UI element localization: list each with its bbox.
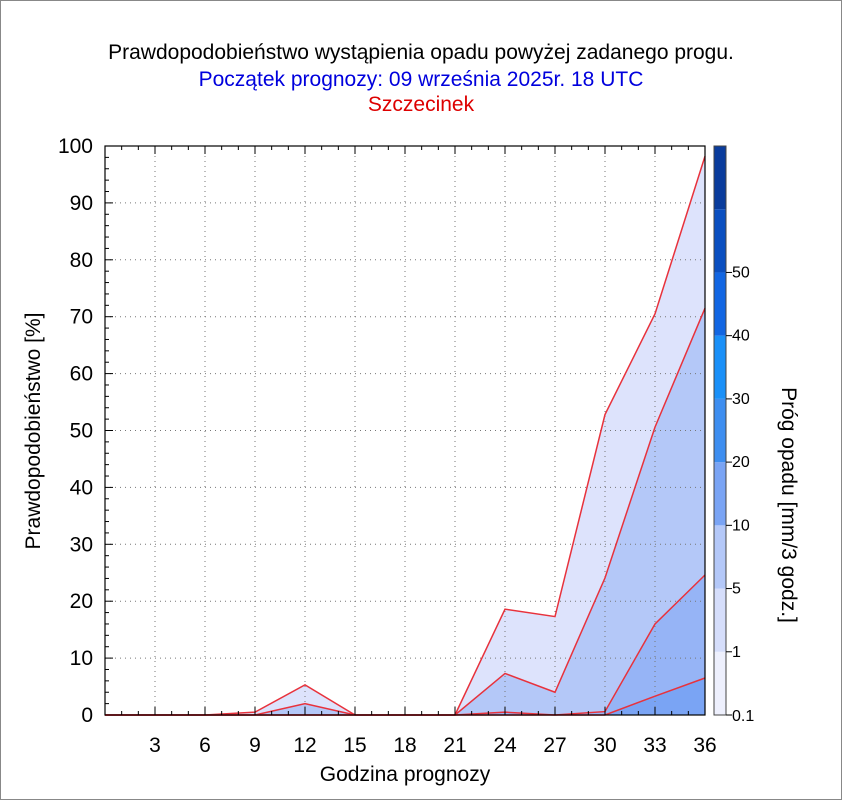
y-tick-label: 100	[58, 135, 93, 158]
x-tick-label: 9	[249, 734, 261, 757]
colorbar-segment	[714, 462, 726, 526]
colorbar-segment	[714, 146, 726, 210]
y-tick-label: 50	[70, 420, 93, 443]
axes	[104, 145, 706, 716]
colorbar-level-label: 20	[732, 454, 750, 471]
colorbar-segment	[714, 335, 726, 399]
y-tick-label: 40	[70, 476, 93, 499]
x-tick-label: 36	[693, 734, 716, 757]
location-name: Szczecinek	[367, 93, 475, 116]
colorbar-label: Próg opadu [mm/3 godz.]	[777, 387, 800, 623]
colorbar-segment	[714, 398, 726, 463]
y-tick-label: 10	[70, 647, 93, 670]
grid-lines	[105, 146, 705, 715]
y-tick-label: 60	[70, 363, 93, 386]
y-axis-label: Prawdopodobieństwo [%]	[22, 313, 45, 550]
colorbar-level-label: 50	[732, 264, 750, 281]
x-tick-label: 12	[293, 734, 316, 757]
colorbar-level-label: 10	[732, 517, 750, 534]
colorbar-level-label: 40	[732, 328, 750, 345]
probability-areas	[105, 156, 705, 715]
x-tick-label: 18	[393, 734, 416, 757]
y-tick-label: 80	[70, 249, 93, 272]
x-tick-label: 24	[493, 734, 517, 757]
area-threshold-10	[105, 678, 705, 715]
colorbar-segment	[714, 588, 726, 652]
tick-labels: 3 6 9 12 15 18 21 24 27 30 33 360102030405060708090…	[58, 135, 717, 757]
x-tick-label: 3	[149, 734, 161, 757]
colorbar-segment	[714, 525, 726, 589]
y-tick-label: 90	[70, 192, 93, 215]
y-tick-label: 30	[70, 533, 93, 556]
x-tick-label: 6	[199, 734, 211, 757]
y-tick-label: 70	[70, 306, 93, 329]
x-axis-label: Godzina prognozy	[320, 763, 491, 786]
x-tick-label: 21	[443, 734, 466, 757]
x-tick-label: 33	[643, 734, 666, 757]
colorbar: 0.1 1 5 10 20 30 40 50	[713, 145, 754, 725]
x-tick-label: 27	[543, 734, 566, 757]
y-tick-label: 0	[81, 704, 93, 727]
chart-title: Prawdopodobieństwo wystąpienia opadu pow…	[108, 41, 734, 64]
x-tick-label: 15	[343, 734, 366, 757]
forecast-start: Początek prognozy: 09 września 2025r. 18…	[198, 68, 644, 91]
colorbar-level-label: 30	[732, 391, 750, 408]
colorbar-level-label: 0.1	[732, 708, 754, 725]
y-tick-label: 20	[70, 590, 93, 613]
colorbar-segment	[714, 651, 726, 715]
x-tick-label: 30	[593, 734, 616, 757]
colorbar-border	[713, 145, 727, 716]
colorbar-level-label: 5	[732, 581, 741, 598]
colorbar-segment	[714, 272, 726, 336]
colorbar-segment	[714, 209, 726, 273]
colorbar-level-label: 1	[732, 644, 741, 661]
